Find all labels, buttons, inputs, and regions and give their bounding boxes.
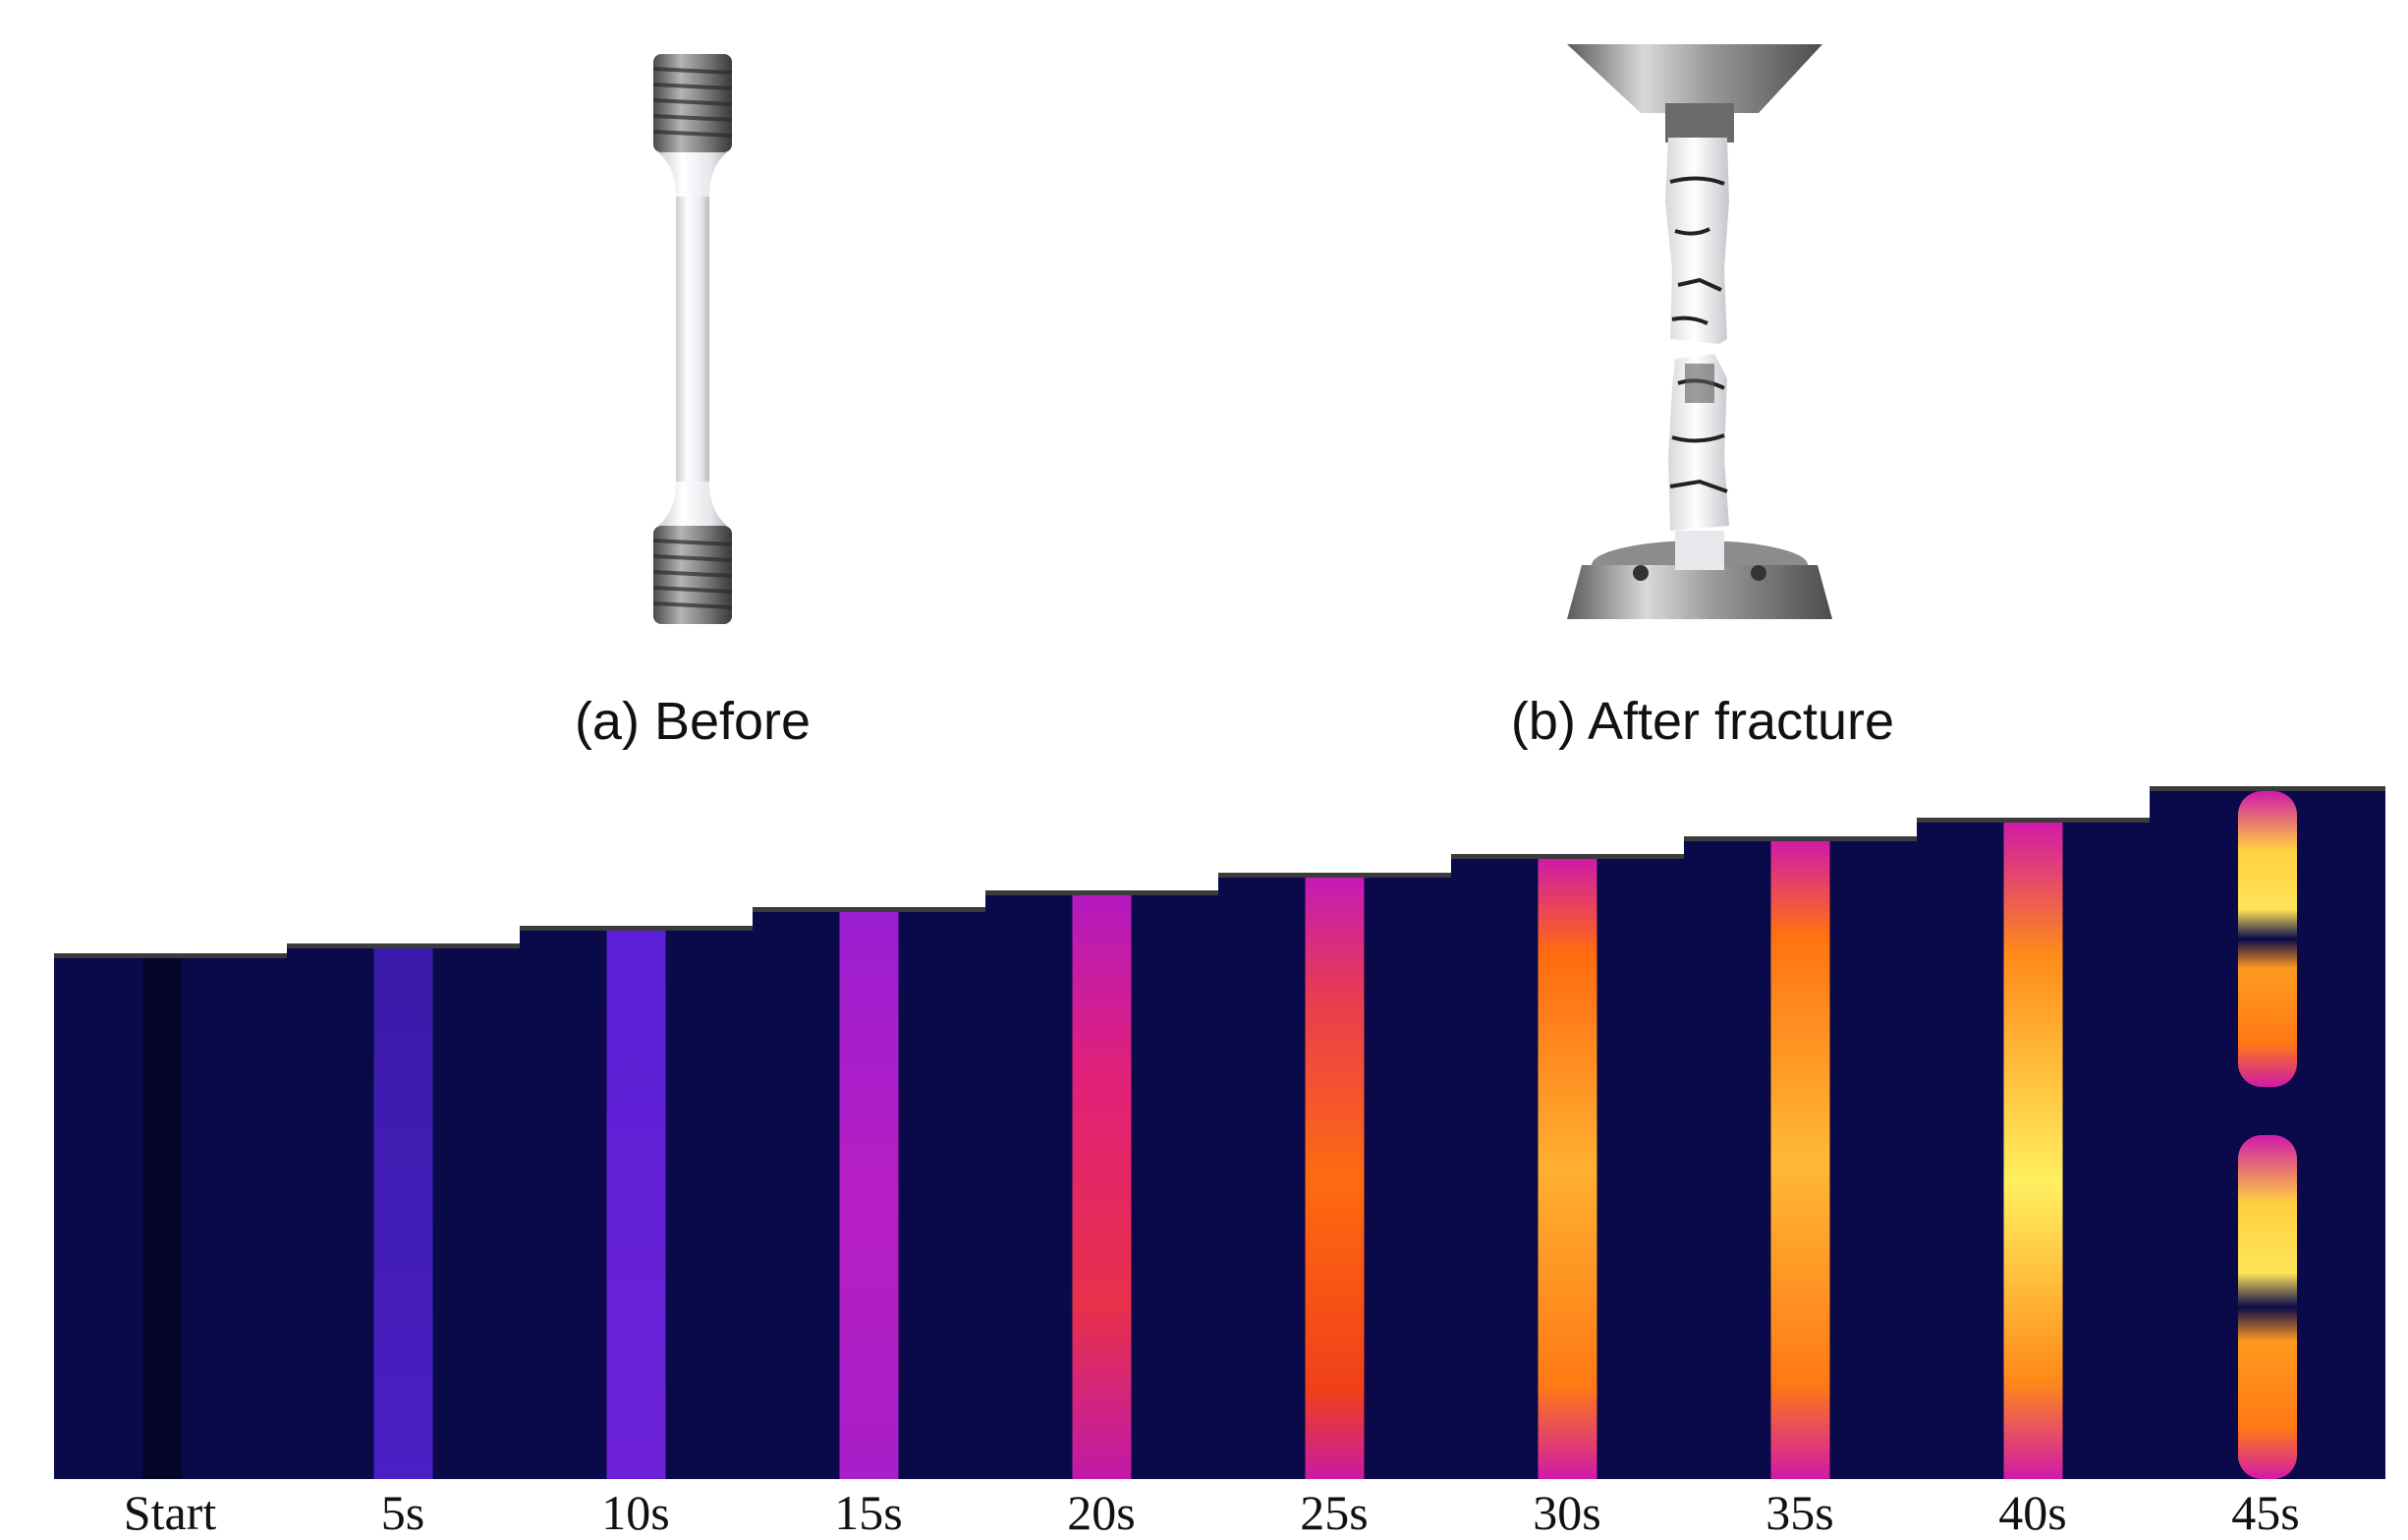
thermal-frame-45s (2150, 786, 2385, 1479)
frame-label-40s: 40s (1998, 1485, 2067, 1540)
frame-label-start: Start (123, 1485, 217, 1540)
caption-before: (a) Before (574, 692, 812, 751)
thermal-band (1451, 859, 1684, 1479)
thermal-band (2150, 791, 2385, 1479)
frame-label-35s: 35s (1765, 1485, 1834, 1540)
thermal-band (520, 931, 753, 1479)
thermal-frame-10s (520, 926, 753, 1479)
thermal-band (1218, 878, 1451, 1479)
thermal-frame-5s (287, 943, 520, 1479)
thermal-band (753, 912, 985, 1479)
thermal-band (54, 958, 287, 1479)
frame-label-10s: 10s (601, 1485, 670, 1540)
frame-label-45s: 45s (2231, 1485, 2300, 1540)
caption-after-fracture: (b) After fracture (1510, 692, 1895, 751)
thermal-frame-25s (1218, 873, 1451, 1479)
thermal-frame-start (54, 953, 287, 1479)
frame-label-30s: 30s (1533, 1485, 1601, 1540)
thermal-band (287, 948, 520, 1479)
thermal-frame-20s (985, 890, 1218, 1479)
specimen-before-image (629, 49, 756, 629)
thermal-band (1684, 841, 1917, 1479)
thermal-frame-30s (1451, 854, 1684, 1479)
thermal-band (985, 895, 1218, 1479)
thermal-band (1917, 823, 2150, 1479)
thermal-frame-15s (753, 907, 985, 1479)
specimen-after-fracture-image (1562, 44, 1837, 619)
frame-label-20s: 20s (1067, 1485, 1136, 1540)
thermal-frame-40s (1917, 818, 2150, 1479)
frame-label-15s: 15s (834, 1485, 903, 1540)
frame-label-5s: 5s (380, 1485, 425, 1540)
frame-label-25s: 25s (1300, 1485, 1369, 1540)
thermal-frame-35s (1684, 836, 1917, 1479)
